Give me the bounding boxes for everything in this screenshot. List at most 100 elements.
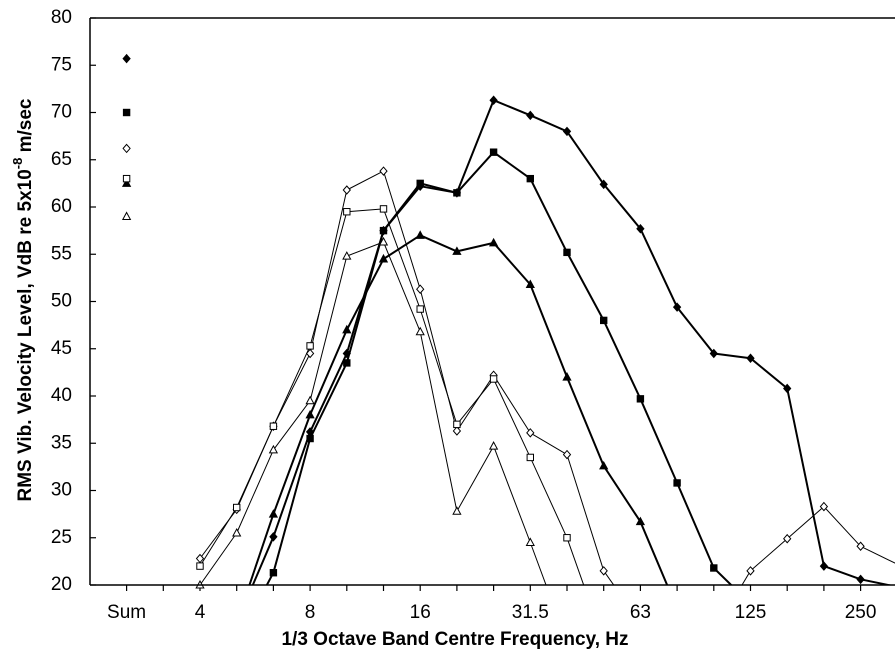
y-tick-label: 60 — [51, 196, 72, 217]
marker-diamond — [379, 166, 388, 176]
marker-diamond — [819, 561, 829, 571]
marker-diamond — [526, 110, 535, 121]
marker-diamond — [305, 348, 315, 359]
y-axis-title-unit: m/sec — [15, 98, 36, 158]
marker-diamond — [856, 574, 865, 585]
x-tick-label: 63 — [630, 602, 651, 623]
marker-square — [122, 108, 131, 117]
y-tick-label: 55 — [51, 243, 72, 264]
marker-diamond — [526, 428, 535, 438]
marker-diamond — [562, 449, 572, 460]
marker-square — [489, 375, 498, 383]
y-axis-title-sup: -8 — [10, 158, 25, 170]
marker-triangle — [378, 253, 389, 263]
marker-square — [379, 205, 388, 213]
marker-square — [122, 174, 131, 183]
marker-diamond — [452, 426, 462, 436]
plot-area — [199, 99, 895, 585]
marker-square — [269, 422, 278, 430]
y-tick-label: 75 — [51, 54, 72, 75]
marker-triangle — [342, 324, 352, 334]
series-line — [199, 208, 585, 585]
marker-triangle — [635, 516, 646, 526]
marker-triangle — [525, 537, 535, 546]
marker-diamond — [746, 353, 755, 363]
marker-diamond — [562, 126, 572, 137]
marker-diamond — [672, 302, 682, 312]
marker-square — [196, 562, 204, 570]
marker-square — [673, 479, 681, 487]
x-tick-label: 125 — [735, 602, 767, 623]
marker-square — [453, 420, 461, 429]
markers — [121, 53, 865, 589]
x-tick-label: 16 — [410, 602, 431, 623]
marker-square — [710, 564, 718, 572]
x-tick-label: Sum — [107, 602, 146, 623]
marker-triangle — [599, 460, 609, 470]
marker-diamond — [122, 143, 131, 154]
y-tick-label: 25 — [51, 527, 72, 548]
marker-triangle — [268, 444, 279, 454]
y-tick-label: 50 — [51, 291, 72, 312]
marker-diamond — [599, 179, 608, 190]
marker-triangle — [268, 509, 279, 518]
series-line — [265, 151, 733, 585]
y-tick-label: 30 — [51, 480, 72, 501]
marker-square — [636, 395, 645, 403]
y-tick-label: 45 — [51, 338, 72, 359]
marker-triangle — [415, 230, 425, 239]
marker-square — [416, 305, 424, 313]
marker-square — [453, 189, 461, 197]
marker-triangle — [488, 441, 499, 450]
marker-square — [343, 208, 351, 216]
marker-square — [233, 503, 241, 512]
marker-square — [526, 174, 534, 183]
marker-triangle — [121, 211, 132, 220]
marker-square — [269, 569, 278, 577]
x-tick-label: 250 — [845, 602, 877, 623]
x-tick-label: 4 — [195, 602, 206, 623]
y-tick-label: 40 — [51, 385, 72, 406]
marker-square — [343, 359, 351, 367]
marker-square — [526, 453, 534, 462]
marker-square — [306, 434, 314, 443]
marker-square — [600, 316, 608, 325]
marker-diamond — [342, 348, 351, 359]
x-tick-label: 31.5 — [512, 602, 549, 623]
marker-diamond — [122, 53, 131, 64]
marker-triangle — [415, 326, 425, 336]
marker-square — [563, 534, 571, 542]
marker-triangle — [562, 372, 572, 381]
y-tick-label: 35 — [51, 432, 72, 453]
marker-triangle — [525, 279, 535, 288]
marker-diamond — [416, 284, 425, 294]
y-tick-label: 80 — [51, 7, 72, 28]
marker-diamond — [599, 566, 608, 576]
marker-triangle — [378, 236, 389, 246]
marker-diamond — [746, 566, 755, 576]
marker-diamond — [269, 532, 278, 542]
marker-square — [306, 342, 314, 350]
marker-triangle — [452, 506, 462, 515]
marker-triangle — [305, 409, 315, 419]
marker-square — [379, 226, 388, 235]
marker-diamond — [783, 383, 792, 394]
y-tick-label: 20 — [51, 574, 72, 595]
marker-diamond — [709, 348, 718, 359]
marker-square — [416, 179, 424, 188]
series-line — [251, 99, 894, 585]
x-tick-label: 8 — [305, 602, 316, 623]
axes: 20 25 30 35 40 45 50 55 60 65 70 75 80 Sum 4 8 16 31.5 63 1… — [51, 7, 877, 623]
marker-diamond — [819, 501, 829, 512]
y-tick-label: 65 — [51, 149, 72, 170]
marker-triangle — [452, 246, 462, 255]
marker-diamond — [636, 223, 645, 234]
marker-square — [563, 248, 571, 257]
marker-diamond — [856, 541, 865, 552]
marker-triangle — [488, 237, 499, 247]
x-axis-title: 1/3 Octave Band Centre Frequency, Hz — [281, 629, 628, 650]
marker-triangle — [232, 527, 242, 537]
y-tick-label: 70 — [51, 102, 72, 123]
y-axis-title: RMS Vib. Velocity Level, VdB re 5x10-8 m… — [10, 98, 36, 501]
